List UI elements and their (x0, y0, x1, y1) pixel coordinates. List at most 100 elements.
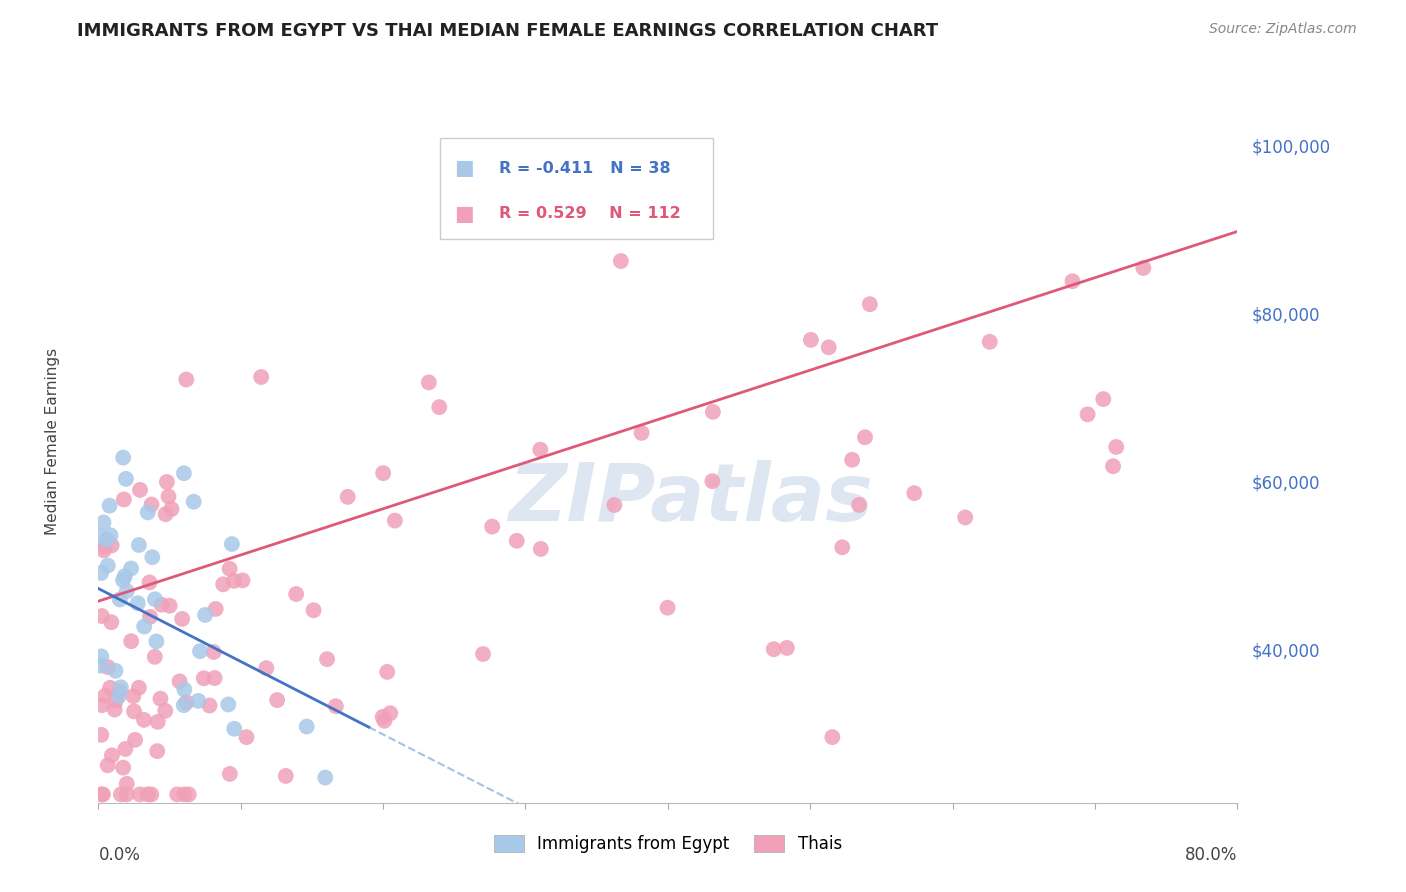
Point (100, 615, 122, 630)
Point (159, 599, 181, 613)
Point (136, 788, 159, 802)
Point (146, 714, 169, 729)
Point (132, 713, 155, 727)
Point (212, 577, 235, 591)
Point (630, 425, 652, 440)
Point (218, 767, 240, 781)
Point (204, 671, 226, 685)
Point (120, 634, 142, 648)
Point (800, 333, 823, 347)
Point (222, 574, 245, 588)
Point (221, 537, 243, 551)
Point (122, 705, 145, 719)
Point (603, 498, 626, 512)
Point (506, 533, 529, 548)
Point (302, 603, 325, 617)
Point (146, 744, 169, 758)
Point (122, 689, 145, 703)
Text: ZIPatlas: ZIPatlas (508, 460, 873, 539)
Point (702, 474, 724, 488)
Point (702, 405, 724, 419)
Point (285, 587, 308, 601)
Point (187, 694, 209, 708)
Point (101, 748, 124, 763)
Point (776, 640, 799, 655)
Point (254, 661, 277, 675)
Point (112, 450, 135, 465)
Point (143, 592, 166, 607)
Point (1077, 407, 1099, 421)
Point (295, 720, 318, 734)
Point (266, 693, 288, 707)
Text: ■: ■ (454, 159, 474, 178)
Point (145, 634, 167, 648)
Point (108, 592, 131, 607)
Point (979, 334, 1001, 349)
Point (373, 466, 395, 480)
Point (91, 788, 114, 802)
Point (156, 475, 179, 489)
Point (384, 514, 406, 528)
Point (104, 694, 127, 708)
Point (762, 642, 785, 657)
Point (104, 702, 127, 716)
Point (100, 528, 122, 542)
Point (1132, 260, 1154, 275)
Point (1062, 274, 1084, 288)
Point (97, 758, 120, 772)
Point (104, 664, 127, 678)
Point (336, 490, 359, 504)
Point (204, 602, 226, 616)
Point (100, 538, 122, 552)
Point (138, 575, 160, 590)
Point (274, 769, 297, 783)
Point (115, 777, 138, 791)
Point (250, 370, 273, 384)
Point (173, 467, 195, 481)
Point (90, 658, 112, 673)
Point (141, 498, 163, 512)
Text: $100,000: $100,000 (1251, 138, 1330, 156)
Point (1092, 392, 1115, 406)
Point (90, 566, 112, 580)
Point (90, 788, 112, 802)
Point (1102, 459, 1125, 474)
Point (176, 372, 198, 386)
Point (128, 681, 150, 695)
Point (859, 297, 882, 311)
Point (173, 788, 195, 802)
Point (112, 492, 135, 507)
Point (183, 494, 205, 508)
Point (530, 541, 553, 556)
Point (1105, 440, 1128, 454)
Point (90, 728, 112, 742)
Point (529, 442, 551, 457)
Point (96, 533, 118, 547)
FancyBboxPatch shape (440, 138, 713, 239)
Point (128, 538, 150, 552)
Point (114, 569, 136, 583)
Text: Median Female Earnings: Median Female Earnings (45, 348, 60, 535)
Point (953, 510, 976, 524)
Point (115, 788, 138, 802)
Legend: Immigrants from Egypt, Thais: Immigrants from Egypt, Thais (486, 828, 849, 860)
Text: 80.0%: 80.0% (1185, 847, 1237, 864)
Point (97, 660, 120, 674)
Point (115, 472, 138, 486)
Point (418, 376, 440, 390)
Text: $80,000: $80,000 (1251, 307, 1320, 325)
Point (817, 340, 839, 354)
Point (94, 689, 117, 703)
Text: $60,000: $60,000 (1251, 475, 1320, 492)
Point (155, 704, 177, 718)
Point (903, 486, 925, 500)
Point (472, 647, 495, 661)
Point (188, 644, 211, 658)
Point (217, 698, 239, 712)
Point (143, 649, 166, 664)
Point (841, 452, 863, 467)
Point (481, 519, 503, 533)
Point (235, 730, 257, 744)
Point (110, 681, 132, 695)
Point (172, 612, 194, 626)
